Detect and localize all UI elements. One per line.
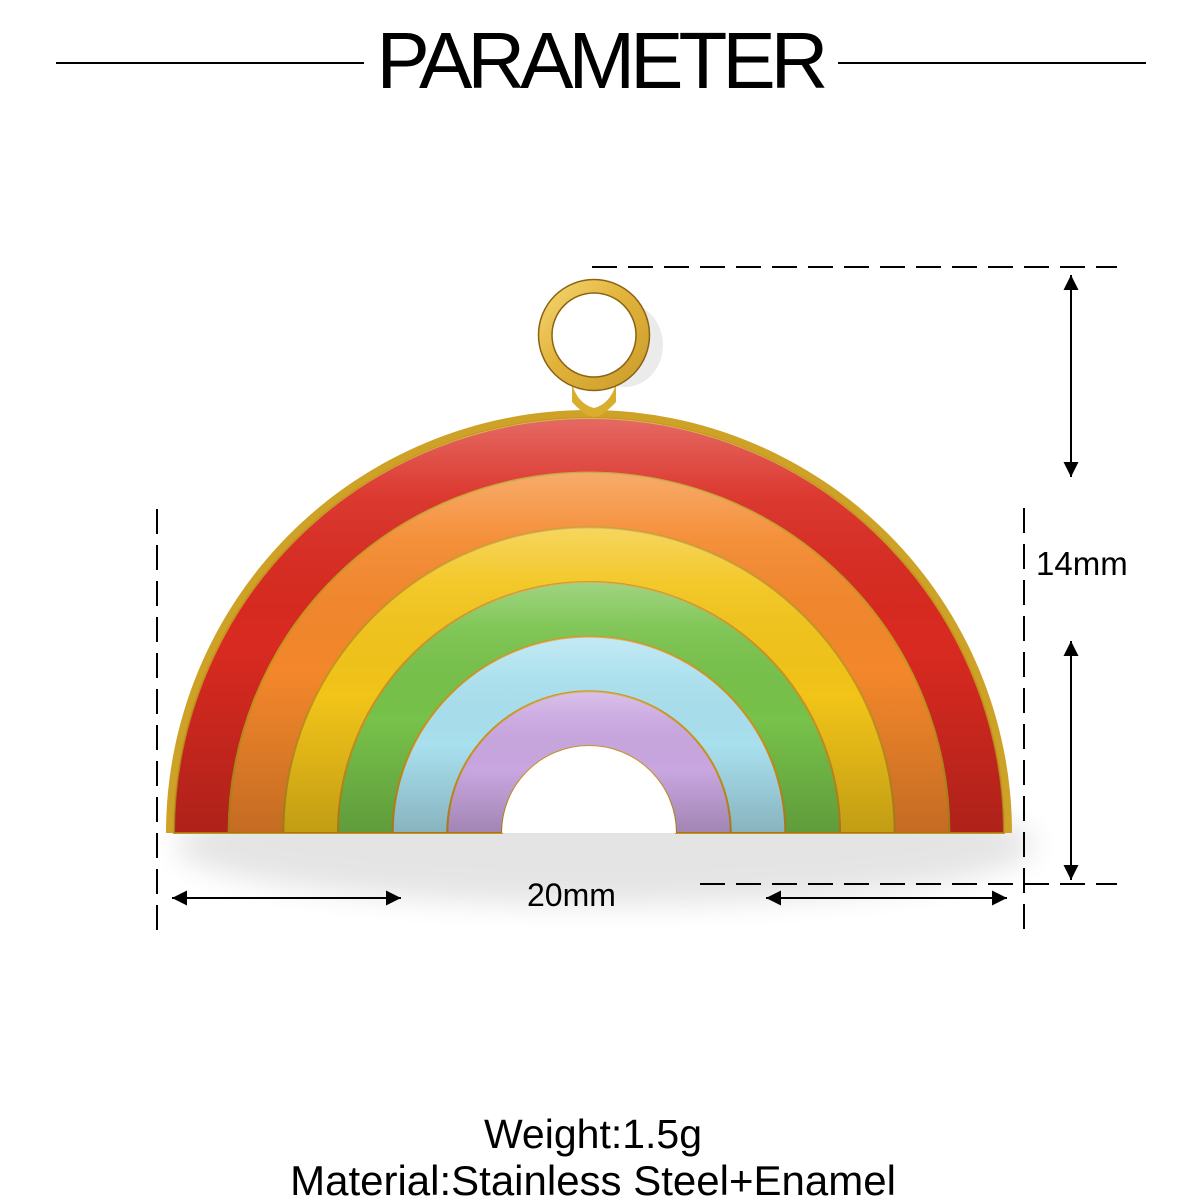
svg-text:PARAMETER: PARAMETER (377, 16, 826, 105)
svg-text:Material:Stainless Steel+Ename: Material:Stainless Steel+Enamel (290, 1157, 896, 1200)
svg-text:Weight:1.5g: Weight:1.5g (484, 1111, 702, 1157)
svg-text:14mm: 14mm (1036, 545, 1128, 582)
svg-text:20mm: 20mm (527, 877, 616, 913)
